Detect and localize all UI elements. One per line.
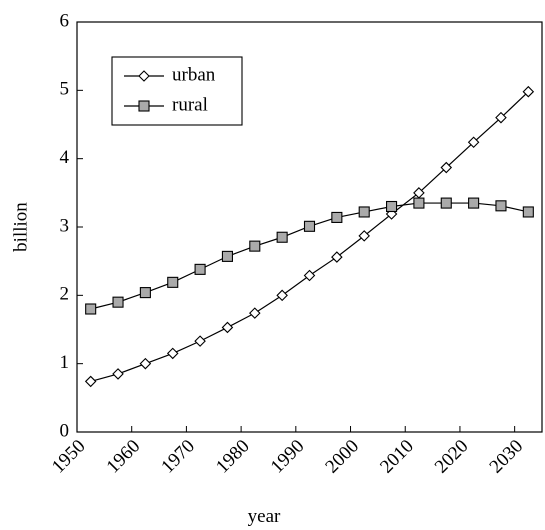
data-point: [358, 206, 370, 218]
data-point: [440, 197, 452, 209]
data-point: [495, 200, 507, 212]
data-point: [386, 200, 398, 213]
data-point: [112, 368, 124, 380]
data-point: [167, 276, 179, 288]
data-point: [495, 111, 507, 124]
x-tick-label: 2000: [321, 436, 363, 478]
x-tick-label: 1960: [103, 436, 145, 478]
data-point: [331, 211, 343, 223]
x-tick-label: 1970: [157, 436, 199, 478]
data-point: [166, 347, 179, 360]
legend-marker: [138, 100, 150, 112]
y-axis-label: billion: [10, 202, 31, 252]
y-tick-label: 5: [60, 79, 70, 100]
legend-marker: [138, 70, 150, 82]
data-point: [358, 230, 370, 242]
data-point: [468, 197, 480, 209]
x-axis-label: year: [248, 506, 281, 527]
series-line: [90, 202, 529, 310]
x-tick-label: 2010: [376, 436, 418, 478]
x-tick-label: 1990: [267, 436, 309, 478]
data-point: [303, 269, 316, 282]
x-tick-label: 1950: [48, 436, 90, 478]
data-point: [84, 375, 97, 388]
y-tick-label: 3: [60, 215, 70, 236]
data-point: [221, 321, 234, 334]
y-tick-label: 6: [60, 10, 70, 31]
data-point: [440, 161, 453, 174]
data-point: [276, 289, 288, 302]
data-point: [139, 287, 151, 299]
x-tick-label: 1980: [212, 436, 254, 478]
data-point: [467, 136, 480, 149]
data-point: [303, 220, 316, 232]
y-tick-label: 2: [60, 284, 70, 305]
legend-label: urban: [172, 64, 216, 85]
data-point: [522, 85, 535, 98]
y-tick-label: 0: [60, 420, 70, 441]
data-point: [413, 197, 425, 209]
data-point: [85, 303, 97, 315]
x-tick-label: 2030: [486, 436, 528, 478]
data-point: [276, 231, 288, 243]
data-point: [194, 335, 206, 347]
data-point: [249, 307, 261, 319]
series-line: [90, 91, 529, 383]
data-point: [112, 296, 124, 308]
legend-box: [111, 56, 243, 126]
data-point: [194, 263, 206, 275]
data-point: [522, 206, 534, 218]
data-point: [139, 357, 152, 370]
y-tick-label: 4: [60, 147, 70, 168]
x-tick-label: 2020: [431, 436, 473, 478]
data-point: [249, 240, 261, 252]
data-point: [221, 250, 233, 262]
legend-label: rural: [172, 94, 208, 115]
data-point: [331, 251, 343, 263]
y-tick-label: 1: [60, 352, 70, 373]
